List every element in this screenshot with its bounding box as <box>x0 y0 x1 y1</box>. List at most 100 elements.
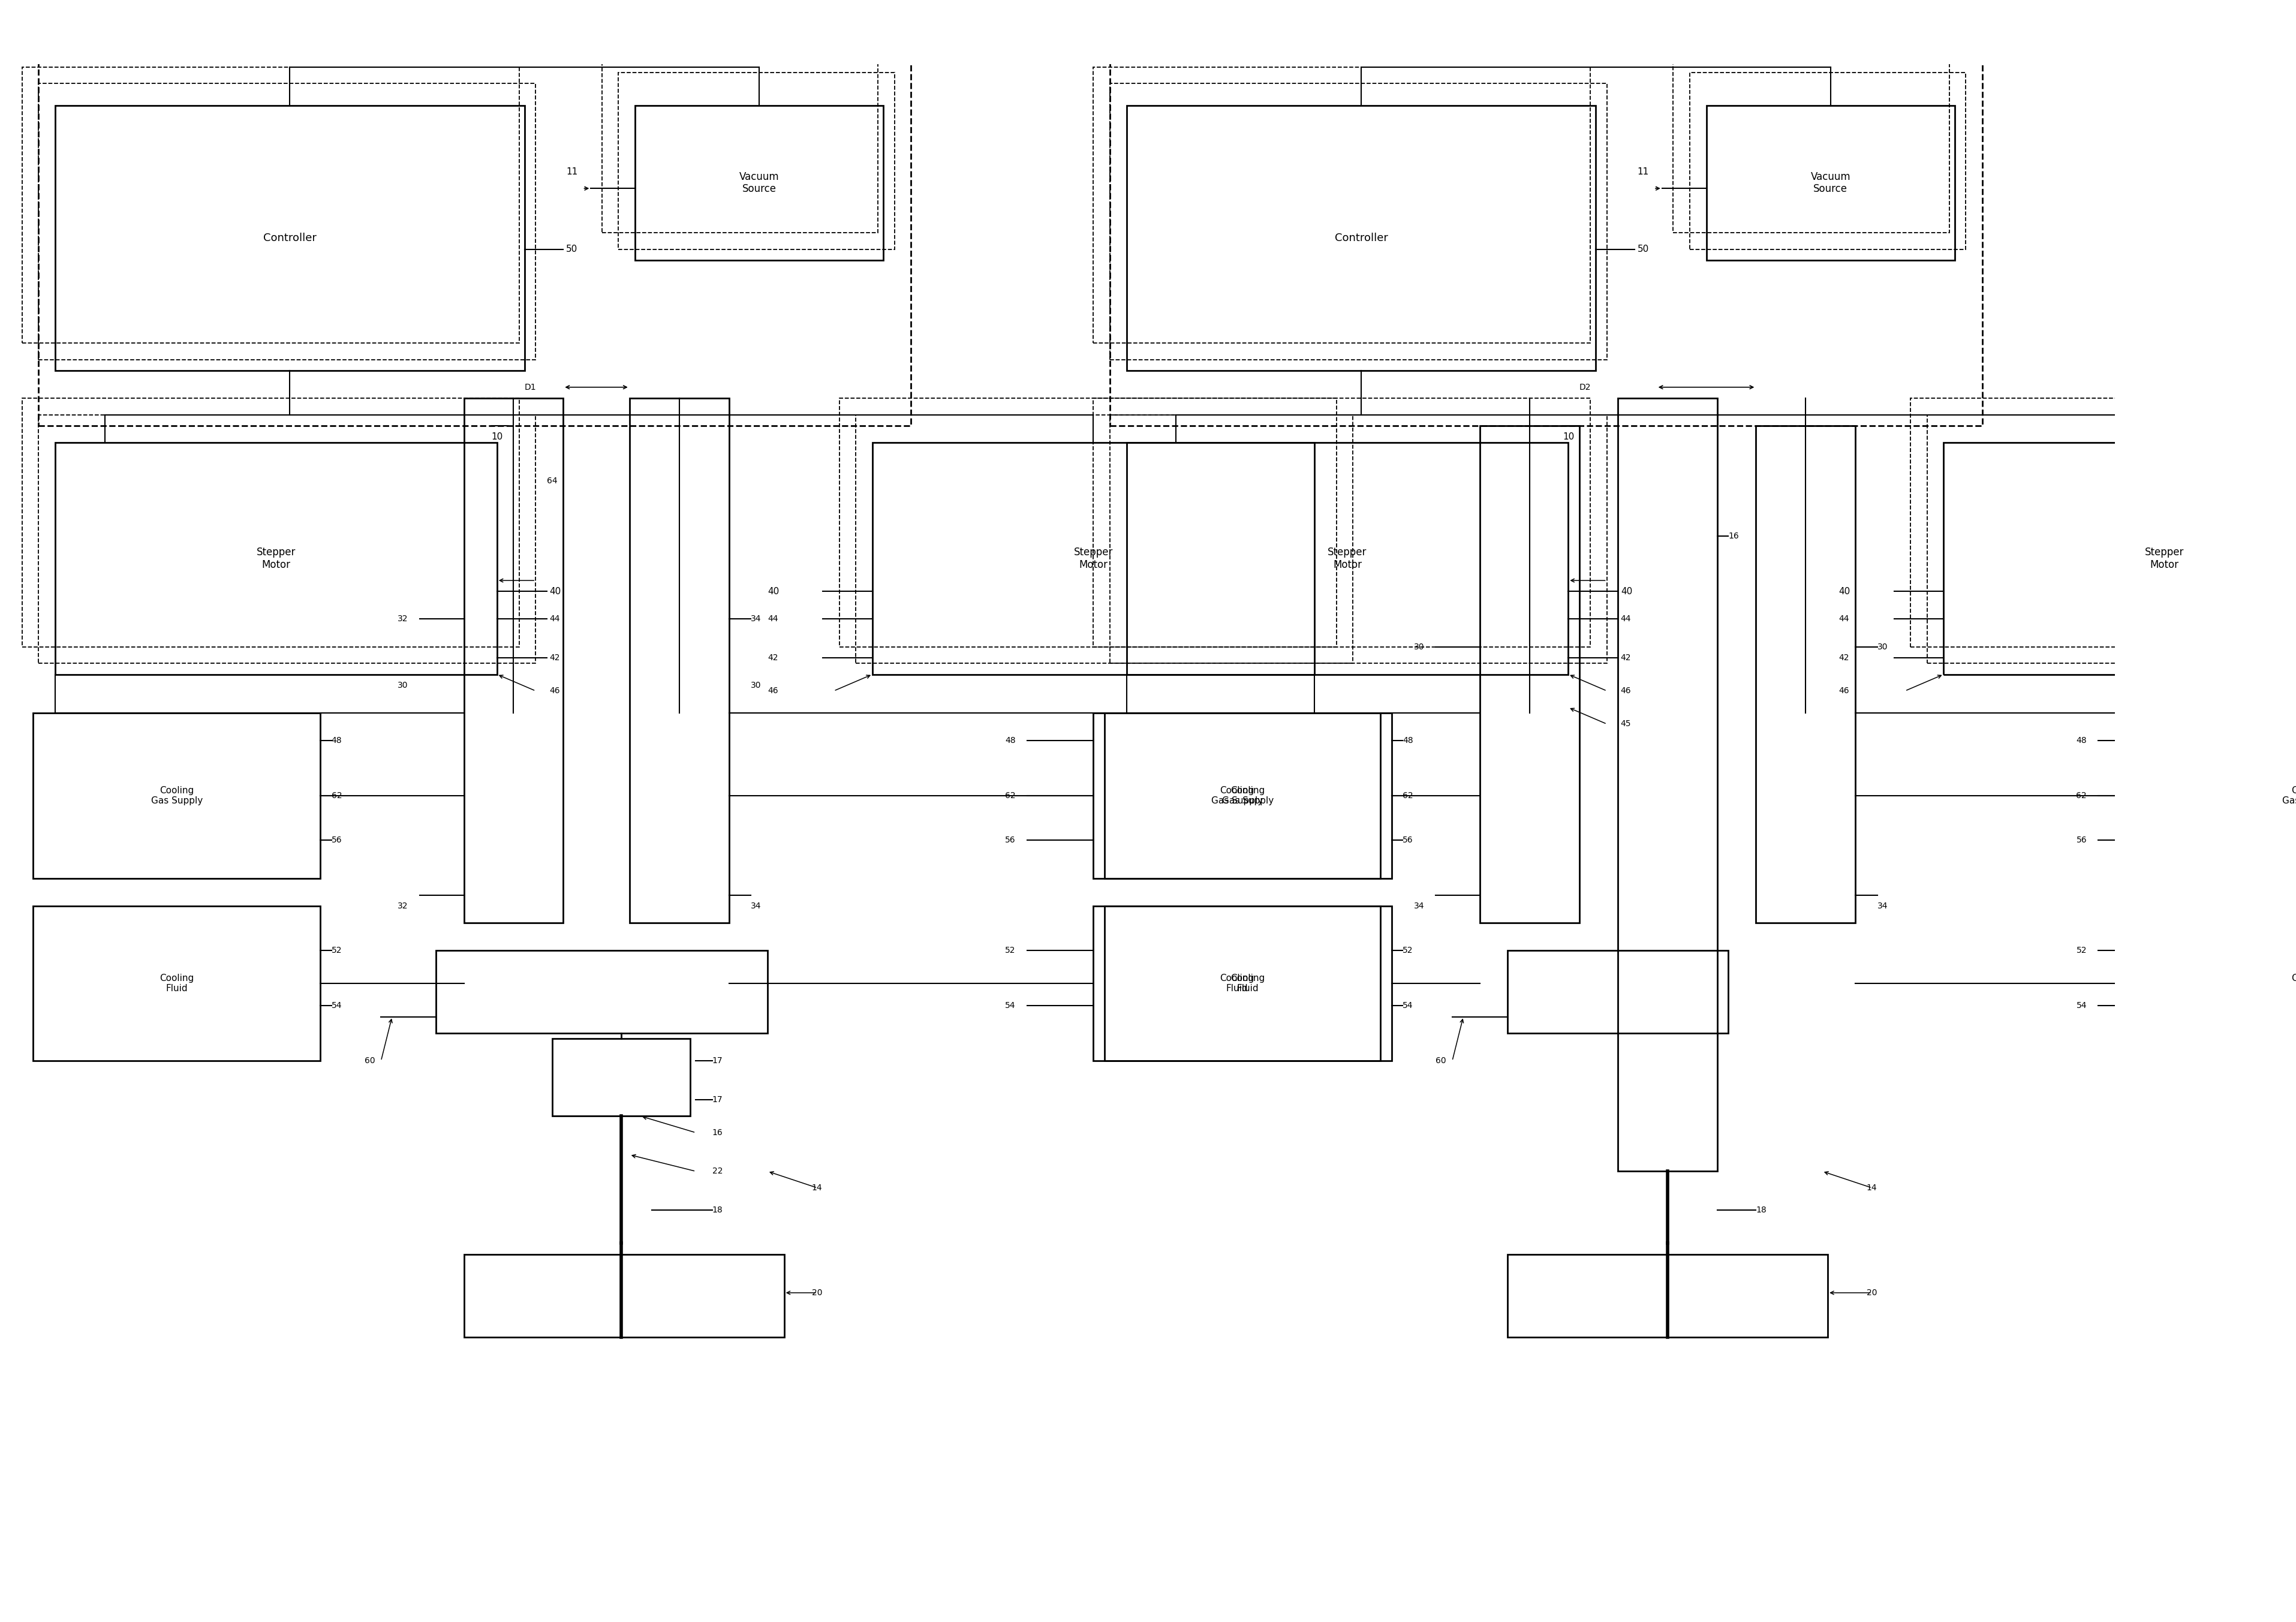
Text: Cooling
Fluid: Cooling Fluid <box>2291 973 2296 993</box>
Text: 56: 56 <box>1006 835 1015 843</box>
Bar <box>55 443 496 675</box>
Bar <box>2165 907 2296 1061</box>
Text: 14: 14 <box>1867 1184 1876 1192</box>
Text: 40: 40 <box>549 587 560 595</box>
Text: 46: 46 <box>549 686 560 696</box>
Text: 56: 56 <box>331 835 342 843</box>
Bar <box>1506 950 1729 1033</box>
Text: Cooling
Fluid: Cooling Fluid <box>1231 973 1265 993</box>
Bar <box>1756 427 1855 923</box>
Text: 46: 46 <box>1621 686 1630 696</box>
Text: 48: 48 <box>1403 736 1412 744</box>
Bar <box>1125 105 1596 371</box>
Text: 62: 62 <box>1006 792 1015 800</box>
Text: 62: 62 <box>2076 792 2087 800</box>
Text: 17: 17 <box>712 1056 723 1066</box>
Bar <box>39 11 912 427</box>
Text: Vacuum
Source: Vacuum Source <box>1809 172 1851 195</box>
Text: 44: 44 <box>1621 615 1630 623</box>
Text: 50: 50 <box>565 245 576 253</box>
Bar <box>32 714 319 879</box>
Bar <box>55 105 523 371</box>
Text: 40: 40 <box>1621 587 1632 595</box>
Text: 16: 16 <box>1729 532 1738 540</box>
Text: 62: 62 <box>331 792 342 800</box>
Bar <box>872 443 1313 675</box>
Bar <box>1125 443 1568 675</box>
Text: 32: 32 <box>397 902 409 910</box>
Bar <box>1109 83 1607 360</box>
Bar <box>1616 399 1717 1171</box>
Text: 42: 42 <box>767 654 778 662</box>
Bar <box>1479 427 1580 923</box>
Text: 40: 40 <box>1839 587 1851 595</box>
Bar <box>1109 11 1981 427</box>
Text: 42: 42 <box>1839 654 1848 662</box>
Text: Stepper
Motor: Stepper Motor <box>1327 547 1366 569</box>
Text: 10: 10 <box>491 433 503 441</box>
Text: 54: 54 <box>331 1001 342 1011</box>
Text: 45: 45 <box>1621 720 1630 728</box>
Bar <box>1109 415 1607 663</box>
Bar <box>1093 907 1380 1061</box>
Text: Stepper
Motor: Stepper Motor <box>257 547 296 569</box>
Text: 11: 11 <box>1637 167 1649 177</box>
Text: 48: 48 <box>1006 736 1015 744</box>
Text: Controller: Controller <box>264 232 317 243</box>
Text: Cooling
Gas Supply: Cooling Gas Supply <box>2282 787 2296 806</box>
Text: D2: D2 <box>1580 383 1591 391</box>
Text: 46: 46 <box>767 686 778 696</box>
Text: 50: 50 <box>1637 245 1649 253</box>
Bar <box>23 399 519 647</box>
Text: 16: 16 <box>712 1129 723 1137</box>
Text: D1: D1 <box>523 383 537 391</box>
Text: 48: 48 <box>331 736 342 744</box>
Text: Stepper
Motor: Stepper Motor <box>1075 547 1114 569</box>
Text: 20: 20 <box>810 1288 822 1298</box>
Text: 44: 44 <box>767 615 778 623</box>
Bar <box>618 73 895 250</box>
Bar <box>1506 1254 1828 1337</box>
Text: 22: 22 <box>712 1168 723 1176</box>
Text: 18: 18 <box>1756 1205 1766 1215</box>
Text: 14: 14 <box>810 1184 822 1192</box>
Bar <box>23 67 519 342</box>
Text: 10: 10 <box>1561 433 1573 441</box>
Bar <box>436 950 767 1033</box>
Text: 42: 42 <box>549 654 560 662</box>
Bar <box>39 83 535 360</box>
Bar <box>1093 399 1589 647</box>
Bar <box>1674 55 1949 232</box>
Text: 34: 34 <box>751 902 762 910</box>
Bar <box>838 399 1336 647</box>
Text: 60: 60 <box>1435 1056 1446 1066</box>
Bar <box>636 105 884 260</box>
Text: 54: 54 <box>1403 1001 1412 1011</box>
Text: 60: 60 <box>365 1056 374 1066</box>
Text: 30: 30 <box>1876 642 1887 650</box>
Text: Cooling
Gas Supply: Cooling Gas Supply <box>152 787 202 806</box>
Bar <box>464 399 563 923</box>
Text: 30: 30 <box>751 681 762 689</box>
Bar <box>1690 73 1965 250</box>
Bar <box>464 1254 783 1337</box>
Bar <box>1706 105 1954 260</box>
Bar <box>1910 399 2296 647</box>
Text: 48: 48 <box>2076 736 2087 744</box>
Text: Controller: Controller <box>1334 232 1387 243</box>
Text: 18: 18 <box>712 1205 723 1215</box>
Bar <box>629 399 728 923</box>
Text: 11: 11 <box>565 167 576 177</box>
Bar <box>39 415 535 663</box>
Bar <box>551 1038 691 1116</box>
Bar <box>1104 714 1391 879</box>
Text: 30: 30 <box>397 681 409 689</box>
Bar <box>1942 443 2296 675</box>
Text: Cooling
Gas Supply: Cooling Gas Supply <box>1210 787 1263 806</box>
Bar <box>1093 714 1380 879</box>
Text: Cooling
Gas Supply: Cooling Gas Supply <box>1221 787 1274 806</box>
Text: Vacuum
Source: Vacuum Source <box>739 172 778 195</box>
Bar <box>2165 714 2296 879</box>
Text: Cooling
Fluid: Cooling Fluid <box>158 973 193 993</box>
Bar <box>1104 907 1391 1061</box>
